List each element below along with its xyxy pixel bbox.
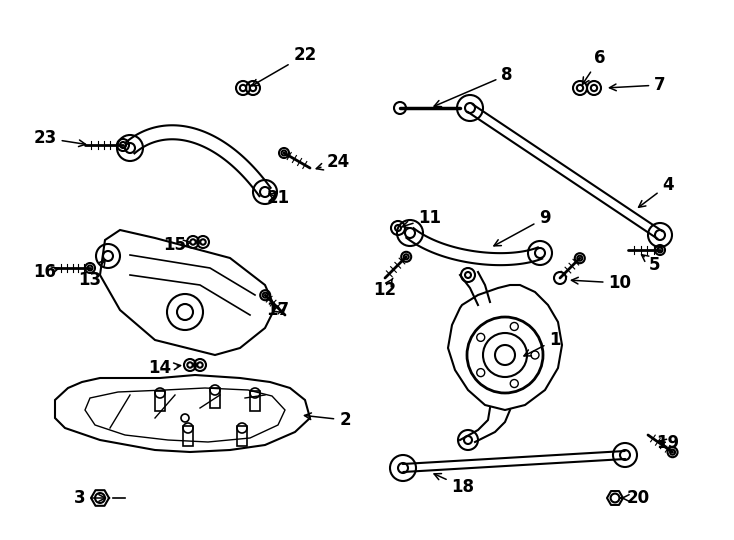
Text: 6: 6: [583, 49, 606, 84]
Text: 16: 16: [34, 263, 59, 281]
Bar: [237, 426, 247, 446]
Text: 14: 14: [148, 359, 181, 377]
Text: 22: 22: [252, 46, 316, 86]
Text: 15: 15: [164, 236, 190, 254]
Text: 1: 1: [524, 331, 561, 356]
Text: 13: 13: [79, 260, 105, 289]
Text: 3: 3: [74, 489, 106, 507]
Text: 19: 19: [656, 434, 680, 452]
Text: 24: 24: [316, 153, 349, 171]
Bar: [250, 391, 260, 411]
Bar: [210, 388, 220, 408]
Text: 10: 10: [572, 274, 631, 292]
Text: 12: 12: [374, 278, 396, 299]
Text: 8: 8: [434, 66, 513, 107]
Text: 11: 11: [402, 209, 441, 228]
Text: 20: 20: [621, 489, 650, 507]
Text: 7: 7: [609, 76, 666, 94]
Text: 5: 5: [642, 255, 661, 274]
Text: 17: 17: [266, 301, 289, 319]
Text: 23: 23: [33, 129, 86, 147]
Bar: [183, 426, 193, 446]
Text: 21: 21: [266, 189, 289, 207]
Text: 2: 2: [305, 411, 351, 429]
Bar: [155, 391, 165, 411]
Text: 9: 9: [494, 209, 550, 246]
Text: 18: 18: [434, 474, 474, 496]
Text: 4: 4: [639, 176, 674, 207]
